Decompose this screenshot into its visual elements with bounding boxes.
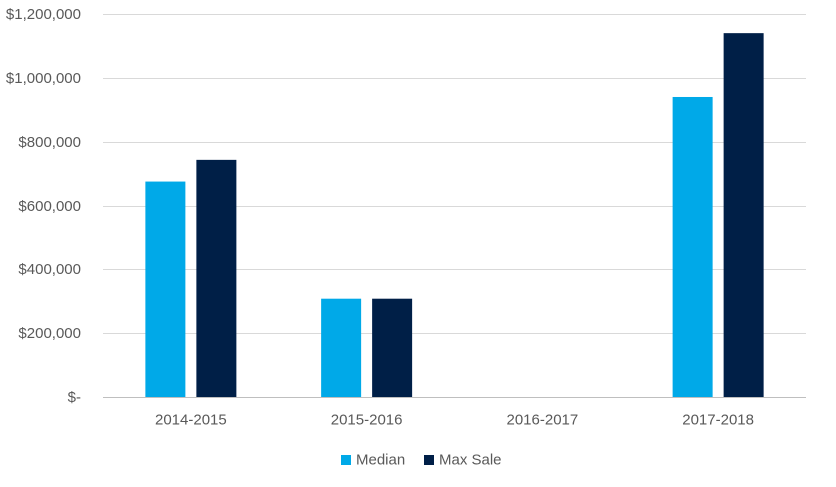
- x-axis: 2014-2015 2015-2016 2016-2017 2017-2018: [103, 397, 806, 429]
- legend-label: Max Sale: [439, 452, 502, 469]
- bar-median: [145, 181, 186, 397]
- bar-max-sale: [196, 159, 237, 397]
- bar-max-sale: [723, 33, 764, 398]
- y-tick-label: $1,200,000: [6, 6, 81, 23]
- bar-max-sale: [372, 298, 413, 397]
- bar-median: [672, 96, 713, 397]
- legend-label: Median: [356, 452, 405, 469]
- legend: Median Max Sale: [341, 452, 502, 469]
- x-tick-label: 2017-2018: [682, 412, 754, 429]
- y-axis: $- $200,000 $400,000 $600,000 $800,000 $1,000…: [6, 6, 81, 406]
- y-tick-label: $-: [68, 389, 81, 406]
- y-tick-label: $600,000: [18, 198, 81, 215]
- legend-swatch-median: [341, 455, 351, 465]
- y-tick-label: $1,000,000: [6, 70, 81, 87]
- legend-swatch-max-sale: [424, 455, 434, 465]
- y-tick-label: $200,000: [18, 325, 81, 342]
- y-tick-label: $400,000: [18, 261, 81, 278]
- x-tick-label: 2014-2015: [155, 412, 227, 429]
- x-tick-label: 2015-2016: [331, 412, 403, 429]
- y-tick-label: $800,000: [18, 134, 81, 151]
- bars: [145, 33, 764, 398]
- bar-median: [321, 298, 362, 397]
- x-tick-label: 2016-2017: [507, 412, 579, 429]
